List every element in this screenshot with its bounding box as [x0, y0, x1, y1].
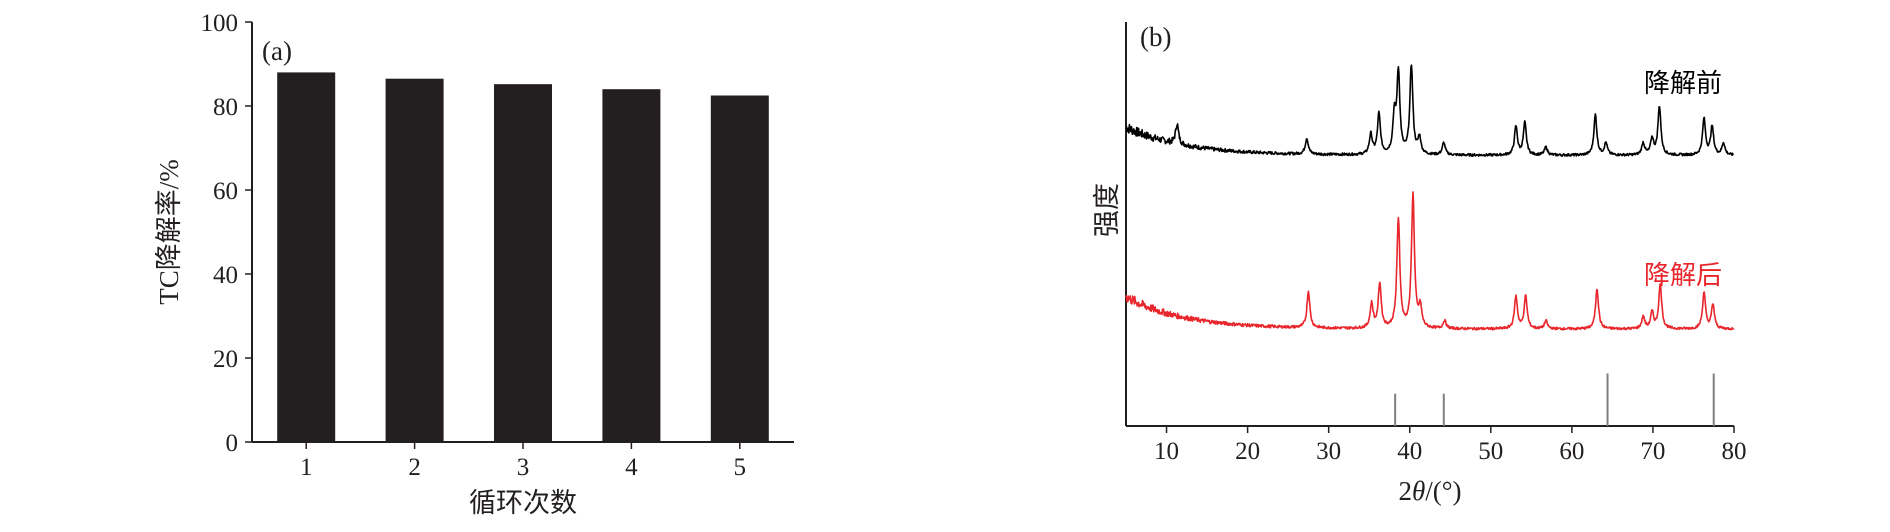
- a-x-tick-label: 5: [734, 454, 747, 481]
- b-panel-label: (b): [1140, 22, 1171, 52]
- b-y-axis-label: 强度: [1092, 183, 1122, 237]
- a-panel-label: (a): [262, 36, 292, 66]
- chart-b: 10 20 30 40 50 60 70 80 (b) 降解前 降解后 强度 2θ/(°): [1092, 22, 1747, 506]
- a-x-tick-label: 1: [300, 454, 313, 481]
- a-y-tick-label: 0: [226, 430, 239, 457]
- b-x-tick-label: 20: [1235, 438, 1260, 465]
- a-y-tick-label: 20: [213, 346, 238, 373]
- chart-a: 1 2 3 4 5 0 20 40 60 80 100 (a) 循环次数 TC降解率/%: [154, 10, 794, 518]
- bar-cycle-3: [494, 84, 552, 442]
- a-y-tick-label: 60: [213, 178, 238, 205]
- a-y-axis-label: TC降解率/%: [154, 159, 184, 305]
- b-x-axis-label-unit: /(°): [1425, 476, 1461, 506]
- a-y-tick-label: 80: [213, 94, 238, 121]
- b-x-axis-label-theta: θ: [1412, 476, 1425, 506]
- b-x-tick-label: 50: [1478, 438, 1503, 465]
- b-x-axis-label: 2θ/(°): [1398, 476, 1461, 506]
- b-x-axis-label-prefix: 2: [1398, 476, 1412, 506]
- bar-cycle-5: [710, 95, 769, 442]
- series-label-before: 降解前: [1644, 69, 1722, 99]
- series-line-before: [1125, 64, 1734, 157]
- a-x-axis-label: 循环次数: [469, 488, 577, 518]
- bar-cycle-4: [602, 89, 661, 442]
- b-x-tick-label: 80: [1722, 438, 1747, 465]
- b-x-tick-label: 30: [1316, 438, 1341, 465]
- a-x-tick-label: 3: [517, 454, 530, 481]
- a-y-tick-label: 40: [213, 262, 238, 289]
- series-label-after: 降解后: [1644, 261, 1722, 291]
- a-x-tick-label: 2: [408, 454, 421, 481]
- series-line-after: [1125, 191, 1735, 331]
- bar-cycle-1: [277, 72, 336, 443]
- bar-cycle-2: [385, 78, 444, 442]
- a-y-tick-label: 100: [201, 10, 239, 37]
- b-x-tick-label: 60: [1559, 438, 1584, 465]
- b-x-tick-label: 40: [1397, 438, 1422, 465]
- b-x-tick-label: 10: [1154, 438, 1179, 465]
- b-x-tick-label: 70: [1640, 438, 1665, 465]
- a-x-tick-label: 4: [625, 454, 638, 481]
